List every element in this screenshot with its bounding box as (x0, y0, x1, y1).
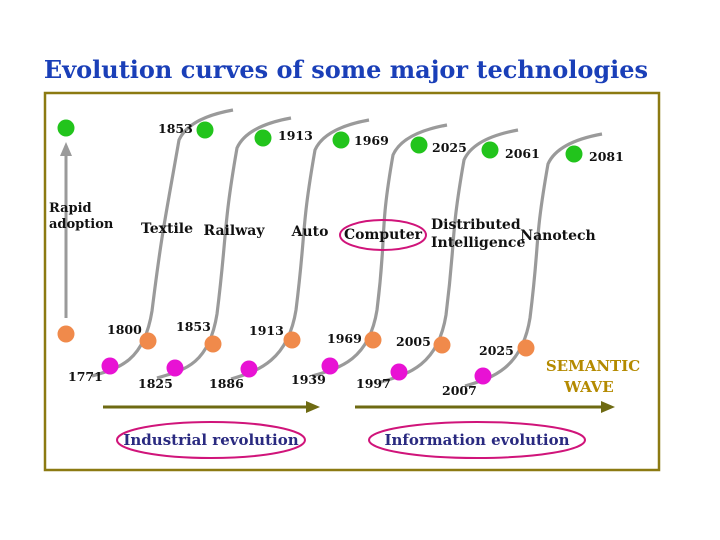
legend-top-dot (57, 119, 75, 137)
technology-name-label: Intelligence (431, 235, 525, 251)
mid-year-label: 1913 (249, 323, 284, 338)
mid-year-label: 2005 (396, 334, 431, 349)
semantic-wave-line2: WAVE (563, 378, 614, 396)
end-year-dot (410, 136, 428, 154)
diagram-title: Evolution curves of some major technolog… (44, 55, 648, 84)
technology-labels: 1771 1800 1853 Textile 1825 1853 1913 Railway 18… (68, 121, 624, 398)
semantic-wave-line1: SEMANTIC (546, 357, 640, 375)
information-era-label: Information evolution (384, 431, 569, 449)
end-year-label: 2081 (589, 149, 624, 164)
technology-name-label: Distributed (431, 217, 521, 233)
start-year-dot (474, 367, 492, 385)
end-year-dot (196, 121, 214, 139)
mid-year-dot (139, 332, 157, 350)
end-year-label: 2025 (432, 140, 467, 155)
legend-mid-dot (57, 325, 75, 343)
axis-label-adoption: adoption (49, 217, 114, 232)
industrial-era-label: Industrial revolution (123, 431, 298, 449)
diagram-frame (43, 91, 661, 472)
mid-year-label: 2025 (479, 343, 514, 358)
start-year-label: 1825 (138, 376, 173, 391)
technology-name-label: Nanotech (520, 228, 595, 244)
technology-name-label: Textile (141, 221, 193, 237)
start-year-dot (240, 360, 258, 378)
mid-year-label: 1800 (107, 322, 142, 337)
technology-curves (91, 108, 603, 388)
industrial-era-ring (116, 421, 306, 459)
start-year-dot (101, 357, 119, 375)
end-year-label: 1853 (158, 121, 193, 136)
start-year-label: 1886 (209, 376, 244, 391)
end-year-label: 1969 (354, 133, 389, 148)
technology-dots (101, 121, 583, 385)
technology-curve (464, 132, 603, 388)
information-era-arrowhead (601, 401, 615, 413)
start-year-label: 1997 (356, 376, 391, 391)
start-year-dot (390, 363, 408, 381)
start-year-dot (166, 359, 184, 377)
mid-year-label: 1853 (176, 319, 211, 334)
computer-highlight-ring (339, 219, 427, 251)
technology-name-label: Computer (344, 227, 423, 243)
mid-year-dot (433, 336, 451, 354)
technology-name-label: Railway (204, 223, 266, 239)
start-year-dot (321, 357, 339, 375)
technology-name-label: Auto (291, 224, 329, 240)
axis-label-rapid: Rapid (49, 201, 92, 216)
end-year-dot (332, 131, 350, 149)
end-year-label: 1913 (278, 128, 313, 143)
technology-curve (311, 123, 448, 378)
technology-curve (230, 118, 370, 381)
rapid-adoption-arrowhead (60, 142, 72, 156)
end-year-dot (565, 145, 583, 163)
end-year-dot (254, 129, 272, 147)
mid-year-dot (364, 331, 382, 349)
mid-year-label: 1969 (327, 331, 362, 346)
technology-curve (91, 108, 234, 378)
mid-year-dot (204, 335, 222, 353)
mid-year-dot (283, 331, 301, 349)
mid-year-dot (517, 339, 535, 357)
start-year-label: 1771 (68, 369, 103, 384)
information-era-ring (368, 421, 586, 459)
end-year-dot (481, 141, 499, 159)
technology-curve (380, 128, 519, 384)
industrial-era-arrowhead (306, 401, 320, 413)
start-year-label: 2007 (442, 383, 477, 398)
start-year-label: 1939 (291, 372, 326, 387)
technology-curve (156, 116, 292, 380)
end-year-label: 2061 (505, 146, 540, 161)
